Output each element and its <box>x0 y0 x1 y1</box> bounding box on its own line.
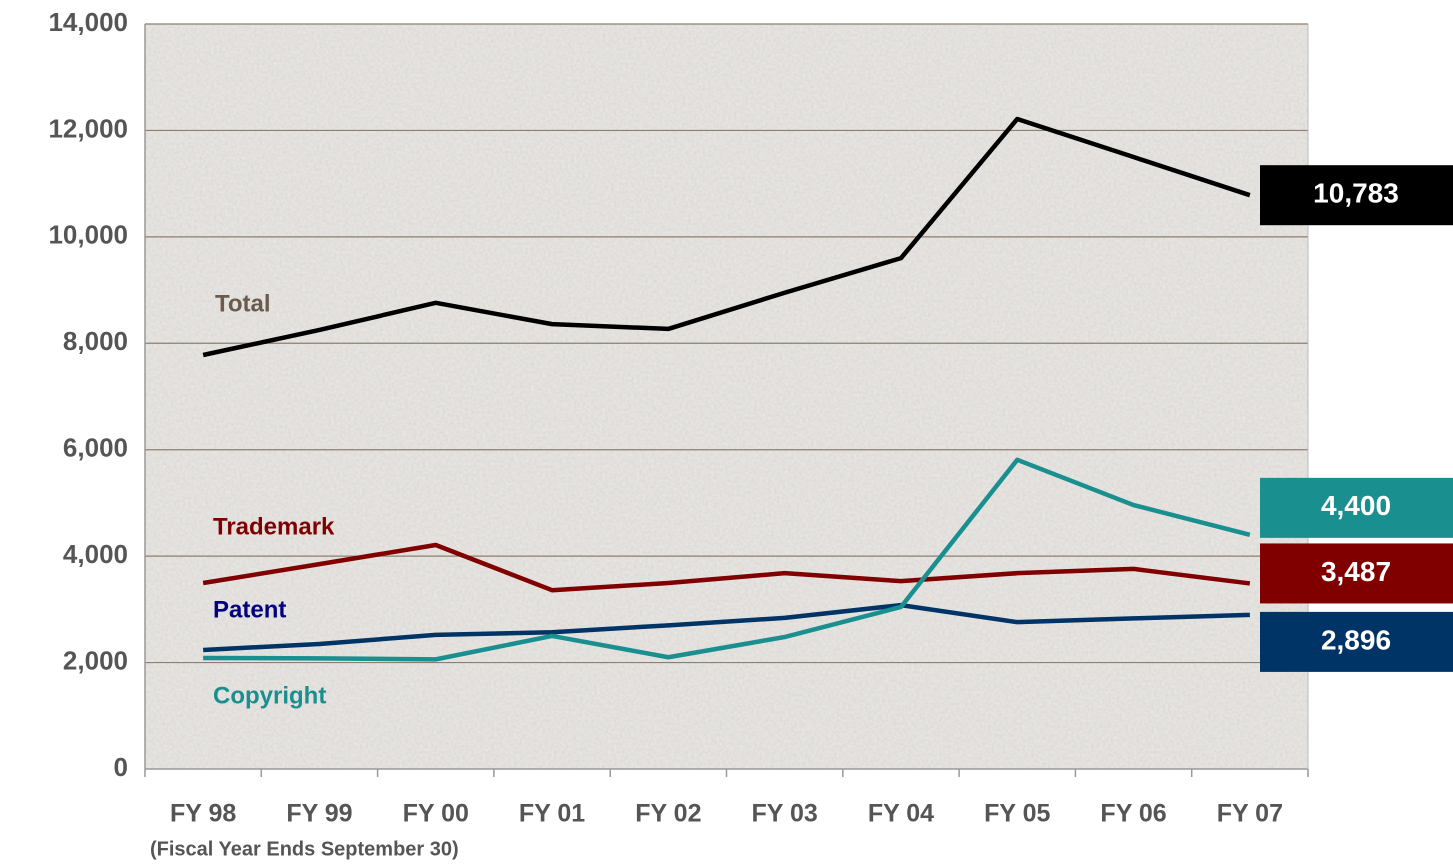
series-line <box>203 457 1251 662</box>
x-tick-label: FY 04 <box>868 800 934 828</box>
end-label: 10,783 <box>1313 178 1399 209</box>
end-label-box <box>1260 165 1453 226</box>
y-tick-label: 14,000 <box>48 7 128 37</box>
x-tick-label: FY 07 <box>1217 800 1283 828</box>
end-label-box <box>1260 543 1453 604</box>
x-tick-label: FY 98 <box>170 800 236 828</box>
x-tick-label: FY 03 <box>752 800 818 828</box>
x-tick-label: FY 00 <box>403 800 469 828</box>
y-tick-label: 2,000 <box>63 645 128 675</box>
series-label: Trademark <box>213 513 335 540</box>
x-tick-label: FY 99 <box>286 800 352 828</box>
end-label-box <box>1260 477 1453 538</box>
end-label: 3,487 <box>1321 556 1391 587</box>
series-line <box>202 116 1251 358</box>
series-label: Total <box>215 290 271 317</box>
plot-background <box>145 24 1308 769</box>
end-label: 2,896 <box>1321 624 1391 655</box>
y-tick-label: 6,000 <box>63 433 128 463</box>
x-tick-label: FY 05 <box>984 800 1050 828</box>
y-tick-label: 10,000 <box>48 220 128 250</box>
y-tick-label: 8,000 <box>63 326 128 356</box>
series-label: Patent <box>213 596 286 623</box>
x-tick-label: FY 02 <box>635 800 701 828</box>
y-tick-label: 4,000 <box>63 539 128 569</box>
y-tick-label: 0 <box>114 752 128 782</box>
end-label-box <box>1260 611 1453 672</box>
end-label: 4,400 <box>1321 490 1391 521</box>
subtitle: (Fiscal Year Ends September 30) <box>150 838 459 860</box>
x-tick-label: FY 01 <box>519 800 585 828</box>
series-line <box>202 542 1251 593</box>
y-tick-label: 12,000 <box>48 113 128 143</box>
series-label: Copyright <box>213 682 326 709</box>
x-tick-label: FY 06 <box>1100 800 1166 828</box>
series-line <box>203 602 1250 653</box>
